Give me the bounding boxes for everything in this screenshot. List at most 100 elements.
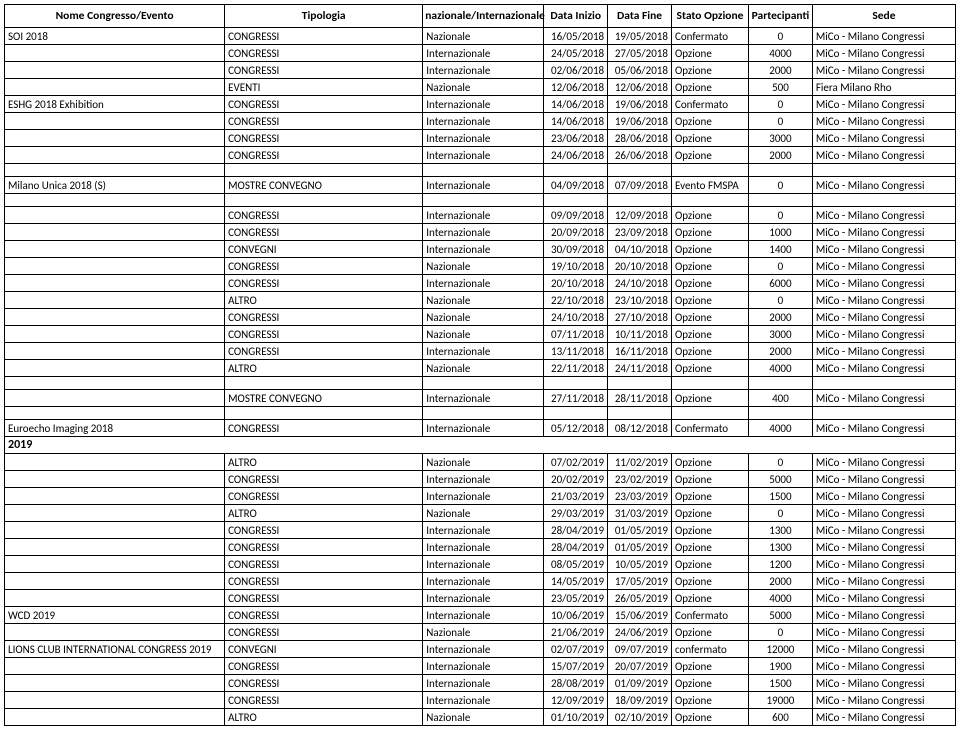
- cell-stato: Opzione: [671, 692, 748, 709]
- table-row: CONGRESSIInternazionale21/03/201923/03/2…: [5, 488, 956, 505]
- cell-nome: SOI 2018: [5, 28, 225, 45]
- cell-tipologia: CONGRESSI: [225, 28, 423, 45]
- cell-naz: Nazionale: [423, 292, 544, 309]
- cell-nome: [5, 62, 225, 79]
- cell-nome: [5, 292, 225, 309]
- cell-tipologia: MOSTRE CONVEGNO: [225, 390, 423, 407]
- cell-fine: 23/02/2019: [608, 471, 672, 488]
- cell-stato: Opzione: [671, 258, 748, 275]
- cell-part: 1300: [749, 522, 813, 539]
- table-row: CONGRESSIInternazionale08/05/201910/05/2…: [5, 556, 956, 573]
- cell-nome: [5, 624, 225, 641]
- table-row: CONGRESSIInternazionale28/04/201901/05/2…: [5, 539, 956, 556]
- cell-naz: Nazionale: [423, 258, 544, 275]
- cell-sede: MiCo - Milano Congressi: [812, 675, 955, 692]
- cell-part: 4000: [749, 45, 813, 62]
- cell-tipologia: EVENTI: [225, 79, 423, 96]
- cell-fine: 11/02/2019: [608, 454, 672, 471]
- cell-part: 19000: [749, 692, 813, 709]
- cell-naz: Internazionale: [423, 96, 544, 113]
- cell-fine: 16/11/2018: [608, 343, 672, 360]
- table-row: CONGRESSIInternazionale20/09/201823/09/2…: [5, 224, 956, 241]
- cell-inizio: 23/06/2018: [544, 130, 608, 147]
- cell-part: 2000: [749, 147, 813, 164]
- cell-inizio: 24/06/2018: [544, 147, 608, 164]
- cell-sede: MiCo - Milano Congressi: [812, 343, 955, 360]
- cell-stato: Confermato: [671, 96, 748, 113]
- col-header-naz: nazionale/Internazionale: [423, 5, 544, 28]
- cell-naz: Internazionale: [423, 147, 544, 164]
- cell-sede: MiCo - Milano Congressi: [812, 309, 955, 326]
- cell-stato: Opzione: [671, 113, 748, 130]
- cell-nome: [5, 390, 225, 407]
- cell-inizio: 14/06/2018: [544, 96, 608, 113]
- cell-sede: MiCo - Milano Congressi: [812, 241, 955, 258]
- table-row: Euroecho Imaging 2018CONGRESSIInternazio…: [5, 420, 956, 437]
- cell-part: 0: [749, 258, 813, 275]
- cell-inizio: 21/03/2019: [544, 488, 608, 505]
- table-row: CONGRESSINazionale21/06/201924/06/2019Op…: [5, 624, 956, 641]
- cell-naz: Internazionale: [423, 607, 544, 624]
- year-label: 2019: [5, 437, 956, 454]
- cell-fine: 02/10/2019: [608, 709, 672, 726]
- cell-part: 600: [749, 709, 813, 726]
- cell-tipologia: CONGRESSI: [225, 522, 423, 539]
- cell-inizio: 13/11/2018: [544, 343, 608, 360]
- cell-naz: Nazionale: [423, 505, 544, 522]
- table-row: ALTRONazionale07/02/201911/02/2019Opzion…: [5, 454, 956, 471]
- cell-fine: 19/05/2018: [608, 28, 672, 45]
- cell-inizio: 12/06/2018: [544, 79, 608, 96]
- cell-sede: MiCo - Milano Congressi: [812, 147, 955, 164]
- cell-stato: Opzione: [671, 590, 748, 607]
- cell-tipologia: CONGRESSI: [225, 96, 423, 113]
- cell-sede: MiCo - Milano Congressi: [812, 28, 955, 45]
- cell-fine: 24/11/2018: [608, 360, 672, 377]
- cell-nome: [5, 258, 225, 275]
- cell-nome: [5, 309, 225, 326]
- col-header-fine: Data Fine: [608, 5, 672, 28]
- cell-part: 5000: [749, 471, 813, 488]
- cell-fine: 31/03/2019: [608, 505, 672, 522]
- cell-nome: [5, 471, 225, 488]
- cell-naz: Internazionale: [423, 343, 544, 360]
- cell-part: 3000: [749, 326, 813, 343]
- cell-tipologia: CONGRESSI: [225, 147, 423, 164]
- table-row: [5, 194, 956, 207]
- cell-part: 4000: [749, 360, 813, 377]
- cell-nome: [5, 45, 225, 62]
- table-row: [5, 407, 956, 420]
- cell-part: 1500: [749, 488, 813, 505]
- col-header-inizio: Data Inizio: [544, 5, 608, 28]
- cell-sede: MiCo - Milano Congressi: [812, 258, 955, 275]
- table-row: WCD 2019CONGRESSIInternazionale10/06/201…: [5, 607, 956, 624]
- cell-inizio: 10/06/2019: [544, 607, 608, 624]
- cell-naz: Internazionale: [423, 224, 544, 241]
- table-row: ALTRONazionale22/11/201824/11/2018Opzion…: [5, 360, 956, 377]
- cell-part: 2000: [749, 309, 813, 326]
- cell-sede: Fiera Milano Rho: [812, 79, 955, 96]
- cell-naz: Internazionale: [423, 539, 544, 556]
- cell-part: 0: [749, 207, 813, 224]
- cell-inizio: 09/09/2018: [544, 207, 608, 224]
- cell-part: 2000: [749, 62, 813, 79]
- cell-naz: Internazionale: [423, 420, 544, 437]
- cell-inizio: 04/09/2018: [544, 177, 608, 194]
- cell-fine: 19/06/2018: [608, 113, 672, 130]
- cell-stato: Opzione: [671, 292, 748, 309]
- cell-sede: MiCo - Milano Congressi: [812, 130, 955, 147]
- cell-sede: MiCo - Milano Congressi: [812, 556, 955, 573]
- cell-naz: Internazionale: [423, 177, 544, 194]
- cell-part: 0: [749, 624, 813, 641]
- cell-tipologia: CONGRESSI: [225, 326, 423, 343]
- cell-stato: Confermato: [671, 420, 748, 437]
- table-row: ALTRONazionale22/10/201823/10/2018Opzion…: [5, 292, 956, 309]
- cell-naz: Internazionale: [423, 241, 544, 258]
- cell-part: 0: [749, 292, 813, 309]
- cell-naz: Internazionale: [423, 207, 544, 224]
- cell-nome: [5, 556, 225, 573]
- cell-fine: 26/06/2018: [608, 147, 672, 164]
- cell-sede: MiCo - Milano Congressi: [812, 709, 955, 726]
- cell-tipologia: CONGRESSI: [225, 62, 423, 79]
- cell-fine: 12/09/2018: [608, 207, 672, 224]
- table-row: LIONS CLUB INTERNATIONAL CONGRESS 2019CO…: [5, 641, 956, 658]
